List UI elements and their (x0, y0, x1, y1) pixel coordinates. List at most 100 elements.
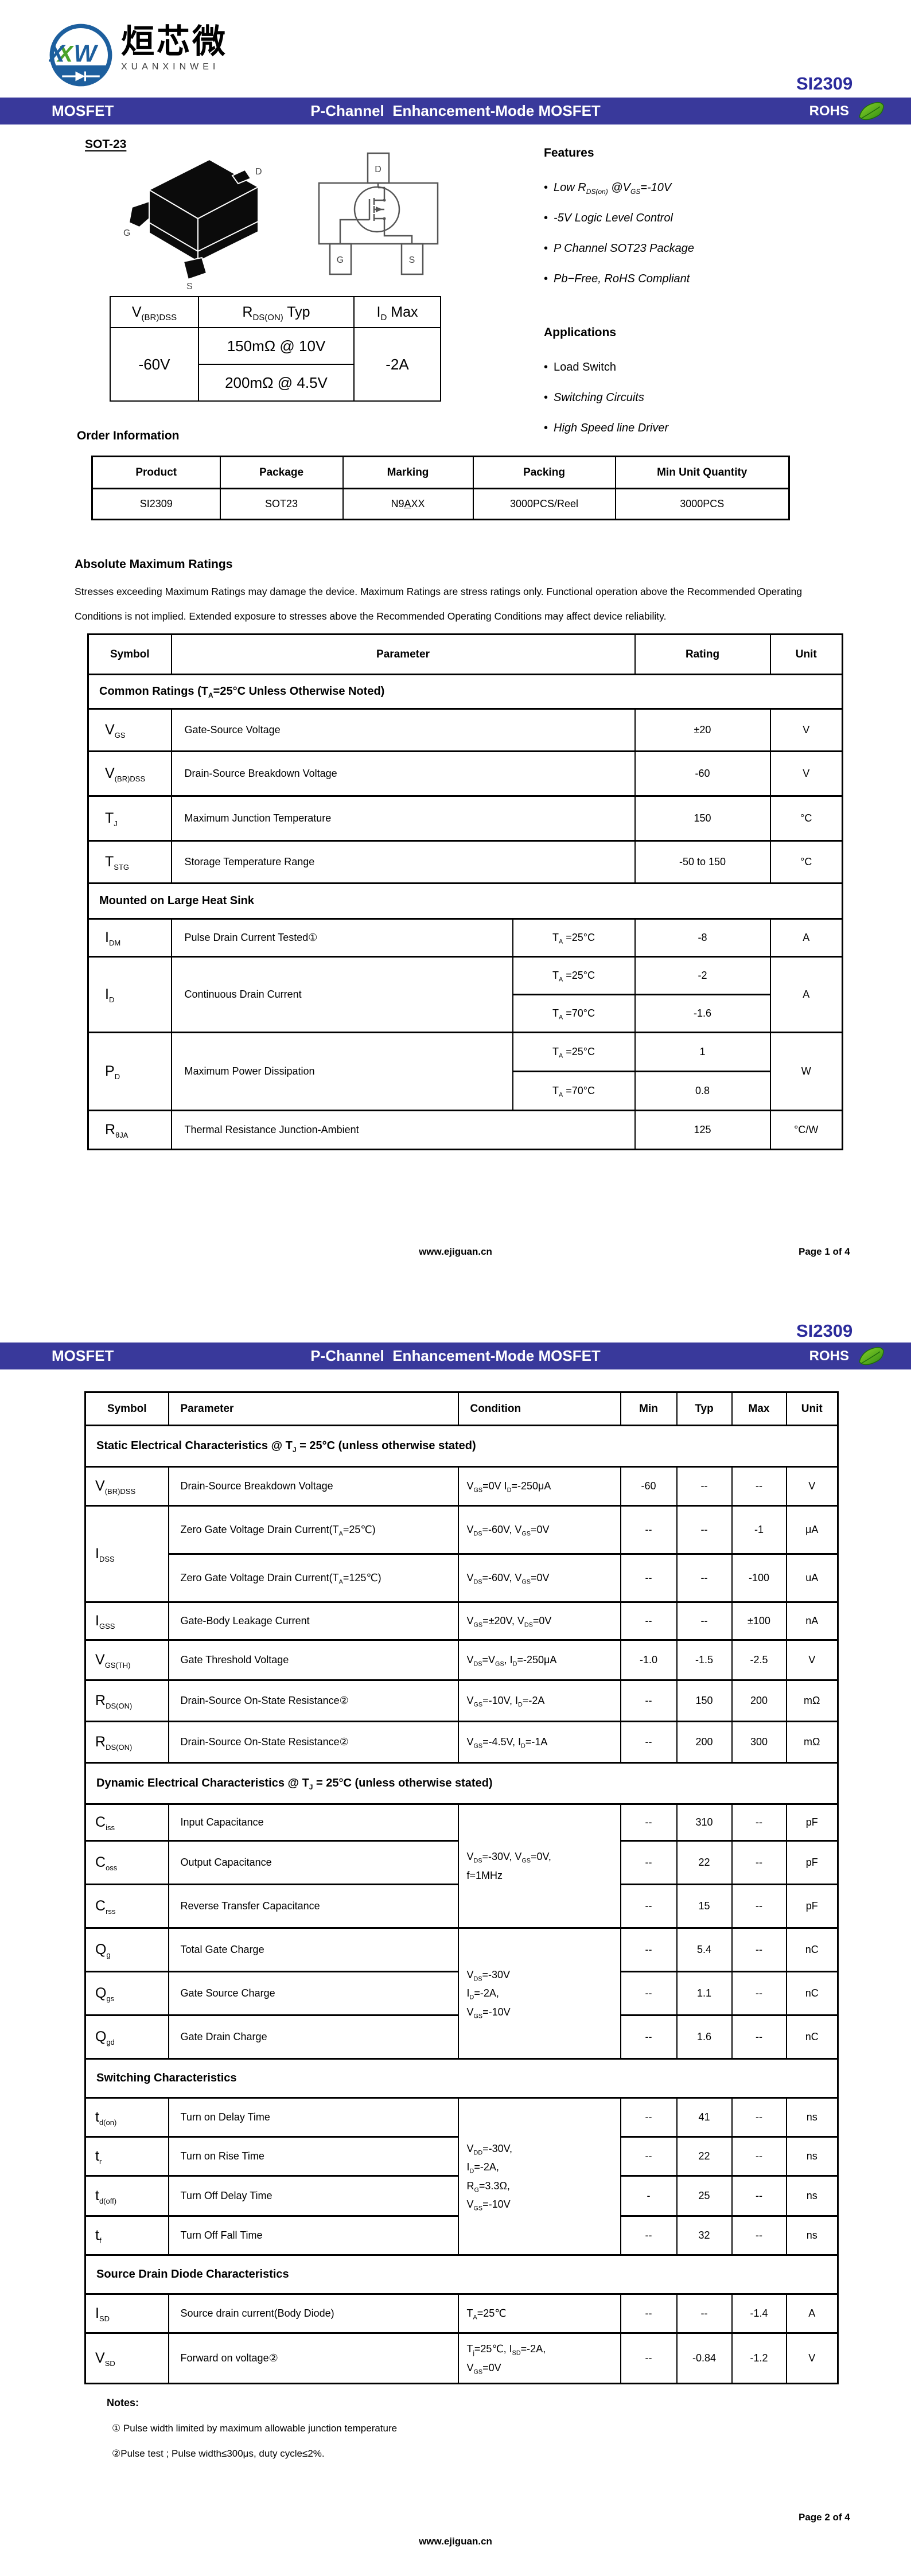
parameter-cell: Turn Off Fall Time (168, 2215, 459, 2256)
min-cell: -60 (620, 1466, 678, 1507)
order-header-packing: Packing (472, 456, 616, 489)
logo-text: 烜芯微 XUANXINWEI (121, 23, 228, 72)
logo-monogram-w: W (73, 40, 98, 67)
typ-cell: 310 (676, 1803, 733, 1842)
min-cell: -- (620, 2332, 678, 2384)
parameter-cell: Gate Threshold Voltage (168, 1639, 459, 1681)
list-item: • -5V Logic Level Control (544, 203, 900, 234)
ec-section-switching: Switching Characteristics (84, 2058, 839, 2099)
order-table: Product Package Marking Packing Min Unit… (91, 456, 790, 520)
list-item: • Load Switch (544, 352, 900, 383)
note-line-2: ②Pulse test ; Pulse width≤300μs, duty cy… (112, 2448, 325, 2459)
spec-header-vbrdss: V(BR)DSS (110, 296, 199, 328)
bullet-icon: • (544, 212, 548, 224)
parameter-cell: Reverse Transfer Capacitance (168, 1884, 459, 1929)
ec-header-max: Max (731, 1391, 787, 1426)
ec-section-static: Static Electrical Characteristics @ TJ =… (84, 1425, 839, 1468)
order-header-minqty: Min Unit Quantity (614, 456, 790, 489)
bullet-icon: • (544, 391, 548, 404)
parameter-cell: Gate-Source Voltage (170, 708, 636, 752)
table-row: SI2309 SOT23 N9AXX 3000PCS/Reel 3000PCS (91, 488, 790, 520)
features-title: Features (544, 146, 594, 159)
min-cell: -- (620, 1553, 678, 1603)
quick-spec-table: V(BR)DSS RDS(ON) Typ ID Max -60V 150mΩ @… (110, 296, 441, 402)
typ-cell: -- (676, 1601, 733, 1641)
symbol-cell: td(on) (84, 2097, 169, 2138)
symbol-cell: RDS(ON) (84, 1679, 169, 1722)
ec-header-typ: Typ (676, 1391, 733, 1426)
symbol-cell: V(BR)DSS (84, 1466, 169, 1507)
table-row: Product Package Marking Packing Min Unit… (91, 456, 790, 489)
title-bar-p1: MOSFET P-Channel Enhancement-Mode MOSFET… (0, 98, 911, 124)
min-cell: -- (620, 1840, 678, 1885)
parameter-cell: Source drain current(Body Diode) (168, 2293, 459, 2334)
max-cell: -- (731, 1803, 787, 1842)
feature-text: P Channel SOT23 Package (554, 242, 694, 255)
typ-cell: -0.84 (676, 2332, 733, 2384)
order-header-marking: Marking (342, 456, 474, 489)
table-row: IDSS Zero Gate Voltage Drain Current(TA=… (84, 1505, 839, 1603)
typ-cell: 22 (676, 1840, 733, 1885)
max-cell: -100 (731, 1553, 787, 1603)
unit-cell: °C/W (769, 1110, 843, 1150)
pkg-pin-s-label: S (186, 282, 193, 291)
spec-idmax-value: -2A (353, 327, 441, 402)
min-cell: -- (620, 1721, 678, 1764)
parameter-cell: Storage Temperature Range (170, 840, 636, 884)
electrical-characteristics-section: Symbol Parameter Condition Min Typ Max U… (84, 1391, 839, 2460)
parameter-cell: Gate-Body Leakage Current (168, 1601, 459, 1641)
unit-cell: V (769, 750, 843, 797)
rating-cell: 0.8 (634, 1071, 771, 1111)
bullet-icon: • (544, 181, 548, 194)
feature-text: -5V Logic Level Control (554, 212, 673, 224)
order-header-product: Product (91, 456, 221, 489)
sch-pin-d-label: D (375, 165, 381, 174)
max-cell: -- (731, 1884, 787, 1929)
electrical-characteristics-table: Symbol Parameter Condition Min Typ Max U… (84, 1391, 839, 2384)
unit-cell: °C (769, 795, 843, 842)
table-row: RθJA Thermal Resistance Junction-Ambient… (87, 1110, 843, 1150)
max-cell: -1.2 (731, 2332, 787, 2384)
symbol-cell: td(off) (84, 2175, 169, 2217)
rohs-leaf-icon (859, 1347, 884, 1365)
unit-cell: μA (785, 1505, 839, 1555)
table-row: td(off) Turn Off Delay Time - 25 -- ns (84, 2175, 839, 2217)
feature-text: Pb−Free, RoHS Compliant (554, 273, 690, 285)
symbol-cell: Qgs (84, 1971, 169, 2016)
order-information-section: Order Information Product Package Markin… (77, 429, 790, 520)
condition-cell: VDS=-30V, VGS=0V, f=1MHz (457, 1803, 621, 1929)
spec-rdson-10v: 150mΩ @ 10V (198, 327, 355, 365)
spec-vbrdss-value: -60V (110, 327, 199, 402)
application-text: Switching Circuits (554, 391, 644, 404)
typ-cell: -- (676, 2293, 733, 2334)
table-row: TJ Maximum Junction Temperature 150 °C (87, 795, 843, 842)
footer-page-p2: Page 2 of 4 (799, 2512, 850, 2523)
unit-cell: A (785, 2293, 839, 2334)
logo-company-name-en: XUANXINWEI (121, 62, 220, 72)
condition-cell: VDS=-60V, VGS=0V (457, 1553, 621, 1603)
max-cell: -- (731, 1840, 787, 1885)
unit-cell: uA (785, 1553, 839, 1603)
typ-cell: 1.6 (676, 2014, 733, 2060)
table-row: Ciss Input Capacitance VDS=-30V, VGS=0V,… (84, 1803, 839, 1929)
notes-section: Notes: ① Pulse width limited by maximum … (84, 2397, 839, 2460)
logo-company-name-cn: 烜芯微 (121, 23, 228, 60)
footer-page-p1: Page 1 of 4 (799, 1246, 850, 1257)
notes-title: Notes: (107, 2397, 139, 2408)
condition-cell: Tj=25℃, ISD=-2A, VGS=0V (457, 2332, 621, 2384)
min-cell: -- (620, 1884, 678, 1929)
condition-cell: VGS=-4.5V, ID=-1A (457, 1721, 621, 1764)
amr-header-unit: Unit (769, 633, 843, 675)
ec-header-min: Min (620, 1391, 678, 1426)
unit-cell: pF (785, 1803, 839, 1842)
bullet-icon: • (544, 273, 548, 285)
parameter-cell: Total Gate Charge (168, 1927, 459, 1972)
table-row: RDS(ON) Drain-Source On-State Resistance… (84, 1679, 839, 1722)
table-row: Zero Gate Voltage Drain Current(TA=125℃)… (85, 1553, 839, 1603)
symbol-cell: Qg (84, 1927, 169, 1972)
bar-category-p1: MOSFET (52, 102, 114, 119)
logo-monogram-x1: X (49, 40, 67, 67)
table-row: ID Continuous Drain Current TA =25°C -2 … (87, 956, 843, 1033)
parameter-cell: Thermal Resistance Junction-Ambient (170, 1110, 636, 1150)
rating-cell: 150 (634, 795, 771, 842)
